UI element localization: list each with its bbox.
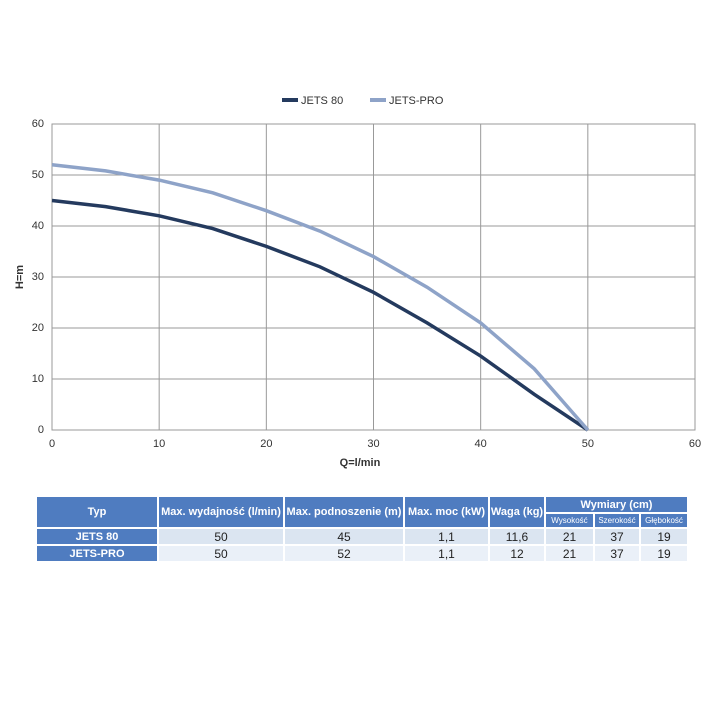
- table-cell: JETS-PRO: [36, 545, 158, 562]
- table-cell: 19: [640, 545, 688, 562]
- x-tick-label: 10: [153, 438, 165, 450]
- line-series: [51, 163, 590, 432]
- y-tick-label: 40: [32, 220, 44, 232]
- table-cell: 1,1: [404, 545, 489, 562]
- table-cell: 37: [594, 545, 640, 562]
- table-cell: Głębokość: [640, 513, 688, 528]
- table-cell: Wymiary (cm): [545, 496, 688, 513]
- x-tick-label: 60: [689, 438, 701, 450]
- table-cell: Waga (kg): [489, 496, 545, 528]
- table-cell: 37: [594, 528, 640, 545]
- table-cell: 21: [545, 545, 594, 562]
- x-tick-label: 0: [49, 438, 55, 450]
- table-cell: 21: [545, 528, 594, 545]
- table-cell: 50: [158, 528, 284, 545]
- table-cell: Typ: [36, 496, 158, 528]
- y-tick-label: 20: [32, 322, 44, 334]
- y-tick-label: 50: [32, 169, 44, 181]
- table-cell: 12: [489, 545, 545, 562]
- legend-label: JETS-PRO: [389, 95, 444, 107]
- table-cell: 45: [284, 528, 404, 545]
- table-cell: JETS 80: [36, 528, 158, 545]
- table-cell: 50: [158, 545, 284, 562]
- x-tick-label: 20: [260, 438, 272, 450]
- y-axis-label: H=m: [14, 265, 26, 289]
- table-cell: Max. moc (kW): [404, 496, 489, 528]
- line-series: [51, 198, 589, 432]
- table-cell: Szerokość: [594, 513, 640, 528]
- table-cell: 11,6: [489, 528, 545, 545]
- table-cell: Wysokość: [545, 513, 594, 528]
- x-axis-label: Q=l/min: [340, 457, 381, 469]
- table-cell: 52: [284, 545, 404, 562]
- legend-label: JETS 80: [301, 95, 343, 107]
- table-cell: Max. podnoszenie (m): [284, 496, 404, 528]
- y-tick-label: 0: [38, 424, 44, 436]
- y-tick-label: 10: [32, 373, 44, 385]
- y-tick-label: 30: [32, 271, 44, 283]
- table-cell: Max. wydajność (l/min): [158, 496, 284, 528]
- chart: Q=l/min H=m 0 10 20 30 40 50 60 0 10 20 30 40 50 60 JE…: [14, 95, 701, 469]
- x-tick-label: 30: [367, 438, 379, 450]
- y-tick-label: 60: [32, 118, 44, 130]
- x-tick-label: 50: [582, 438, 594, 450]
- x-tick-label: 40: [475, 438, 487, 450]
- table-cell: 1,1: [404, 528, 489, 545]
- table-cell: 19: [640, 528, 688, 545]
